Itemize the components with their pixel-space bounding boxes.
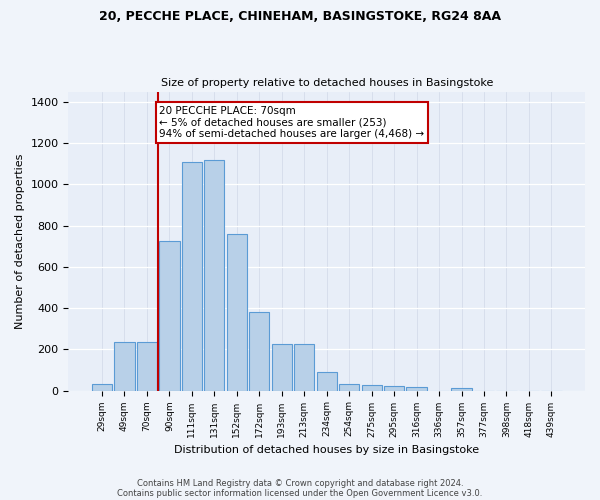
Bar: [137, 342, 157, 390]
Text: Contains HM Land Registry data © Crown copyright and database right 2024.: Contains HM Land Registry data © Crown c…: [137, 478, 463, 488]
Text: 20 PECCHE PLACE: 70sqm
← 5% of detached houses are smaller (253)
94% of semi-det: 20 PECCHE PLACE: 70sqm ← 5% of detached …: [159, 106, 424, 139]
Title: Size of property relative to detached houses in Basingstoke: Size of property relative to detached ho…: [161, 78, 493, 88]
Bar: [406, 387, 427, 390]
Bar: [451, 388, 472, 390]
Bar: [249, 312, 269, 390]
Text: 20, PECCHE PLACE, CHINEHAM, BASINGSTOKE, RG24 8AA: 20, PECCHE PLACE, CHINEHAM, BASINGSTOKE,…: [99, 10, 501, 23]
Bar: [384, 386, 404, 390]
Bar: [92, 384, 112, 390]
X-axis label: Distribution of detached houses by size in Basingstoke: Distribution of detached houses by size …: [174, 445, 479, 455]
Bar: [339, 384, 359, 390]
Bar: [182, 162, 202, 390]
Bar: [204, 160, 224, 390]
Bar: [159, 241, 179, 390]
Bar: [115, 342, 134, 390]
Bar: [272, 344, 292, 391]
Text: Contains public sector information licensed under the Open Government Licence v3: Contains public sector information licen…: [118, 488, 482, 498]
Bar: [227, 234, 247, 390]
Bar: [362, 386, 382, 390]
Bar: [294, 344, 314, 391]
Bar: [317, 372, 337, 390]
Y-axis label: Number of detached properties: Number of detached properties: [15, 154, 25, 328]
